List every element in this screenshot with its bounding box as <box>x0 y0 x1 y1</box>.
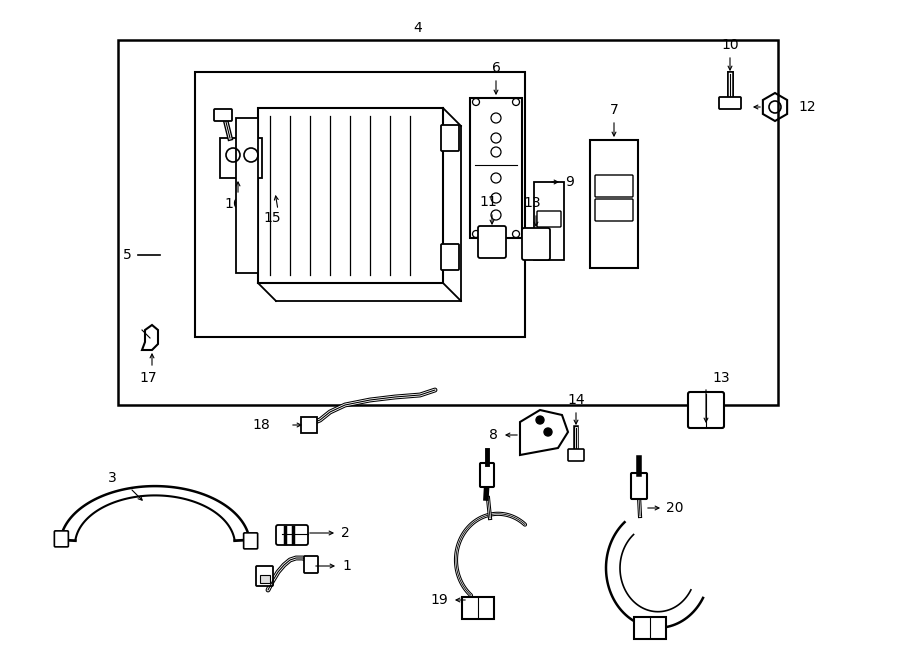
Text: 5: 5 <box>123 248 132 262</box>
FancyBboxPatch shape <box>256 566 273 586</box>
Text: 11: 11 <box>479 195 497 209</box>
FancyBboxPatch shape <box>522 228 550 260</box>
Text: 7: 7 <box>609 103 618 117</box>
Text: 17: 17 <box>140 371 157 385</box>
Text: 3: 3 <box>108 471 116 485</box>
Text: 14: 14 <box>567 393 585 407</box>
Bar <box>118 40 778 405</box>
Text: 20: 20 <box>666 501 683 515</box>
FancyBboxPatch shape <box>480 463 494 487</box>
FancyBboxPatch shape <box>719 97 741 109</box>
FancyBboxPatch shape <box>276 525 308 545</box>
Text: 9: 9 <box>565 175 574 189</box>
Text: 2: 2 <box>341 526 350 540</box>
FancyBboxPatch shape <box>54 531 68 547</box>
Text: 10: 10 <box>721 38 739 52</box>
FancyBboxPatch shape <box>595 175 633 197</box>
Text: 4: 4 <box>414 21 422 35</box>
Circle shape <box>544 428 552 436</box>
FancyBboxPatch shape <box>304 556 318 573</box>
FancyBboxPatch shape <box>634 617 666 639</box>
Text: 18: 18 <box>252 418 270 432</box>
Text: 16: 16 <box>224 197 242 211</box>
Text: 1: 1 <box>342 559 351 573</box>
Bar <box>590 140 638 268</box>
FancyBboxPatch shape <box>568 449 584 461</box>
Bar <box>534 182 564 260</box>
Text: 8: 8 <box>489 428 498 442</box>
FancyBboxPatch shape <box>462 597 494 619</box>
Bar <box>236 118 258 273</box>
FancyBboxPatch shape <box>441 244 459 270</box>
Bar <box>258 108 443 283</box>
FancyBboxPatch shape <box>301 417 317 433</box>
FancyBboxPatch shape <box>537 211 561 227</box>
Text: 15: 15 <box>263 211 281 225</box>
FancyBboxPatch shape <box>441 125 459 151</box>
Bar <box>470 98 522 238</box>
Circle shape <box>536 416 544 424</box>
FancyBboxPatch shape <box>260 575 270 583</box>
Bar <box>220 138 262 178</box>
Text: 19: 19 <box>430 593 448 607</box>
FancyBboxPatch shape <box>478 226 506 258</box>
FancyBboxPatch shape <box>631 473 647 499</box>
Bar <box>195 72 525 337</box>
Text: 13: 13 <box>712 371 730 385</box>
FancyBboxPatch shape <box>595 199 633 221</box>
FancyBboxPatch shape <box>244 533 257 549</box>
Text: 13: 13 <box>523 196 541 210</box>
Text: 6: 6 <box>491 61 500 75</box>
FancyBboxPatch shape <box>214 109 232 121</box>
Text: 12: 12 <box>798 100 815 114</box>
FancyBboxPatch shape <box>688 392 724 428</box>
